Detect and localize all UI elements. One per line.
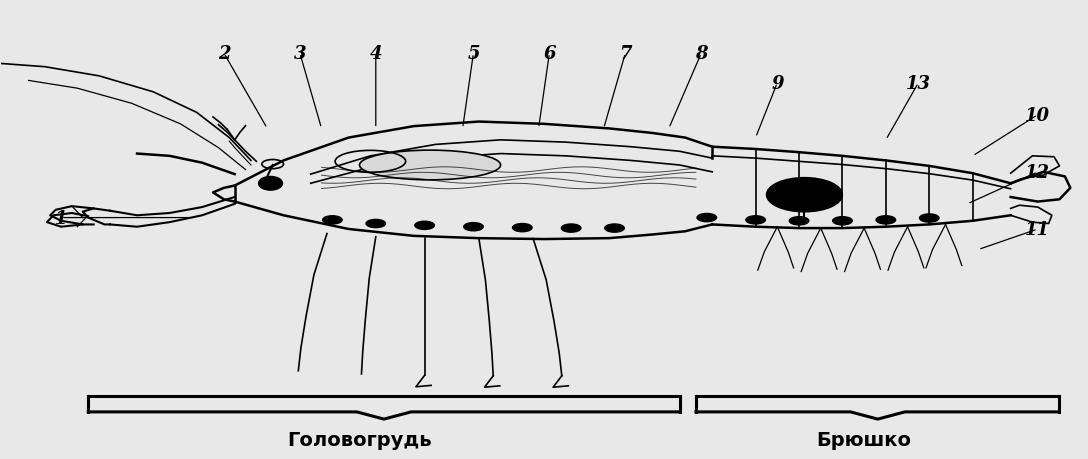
Text: 8: 8 — [695, 45, 707, 63]
Circle shape — [876, 216, 895, 224]
Text: 7: 7 — [619, 45, 632, 63]
Circle shape — [919, 214, 939, 223]
Circle shape — [832, 217, 852, 225]
Text: 11: 11 — [1025, 220, 1050, 239]
Ellipse shape — [259, 177, 283, 191]
Circle shape — [789, 217, 808, 225]
Text: 1: 1 — [54, 209, 67, 227]
Circle shape — [323, 216, 342, 224]
Ellipse shape — [766, 178, 842, 213]
Text: 10: 10 — [1025, 106, 1050, 124]
Circle shape — [697, 214, 717, 222]
Text: 9: 9 — [771, 74, 783, 92]
Text: 2: 2 — [218, 45, 230, 63]
Circle shape — [746, 216, 765, 224]
Text: 6: 6 — [543, 45, 556, 63]
Circle shape — [463, 223, 483, 231]
Circle shape — [415, 222, 434, 230]
Text: Головогрудь: Головогрудь — [287, 430, 432, 449]
Text: 12: 12 — [1025, 163, 1050, 181]
Text: Брюшко: Брюшко — [817, 430, 912, 449]
Text: 5: 5 — [467, 45, 480, 63]
Circle shape — [512, 224, 532, 232]
Text: 3: 3 — [294, 45, 306, 63]
Circle shape — [366, 220, 385, 228]
Ellipse shape — [359, 151, 500, 180]
Text: 13: 13 — [906, 74, 931, 92]
Circle shape — [605, 224, 625, 233]
Text: 4: 4 — [370, 45, 382, 63]
Circle shape — [561, 224, 581, 233]
